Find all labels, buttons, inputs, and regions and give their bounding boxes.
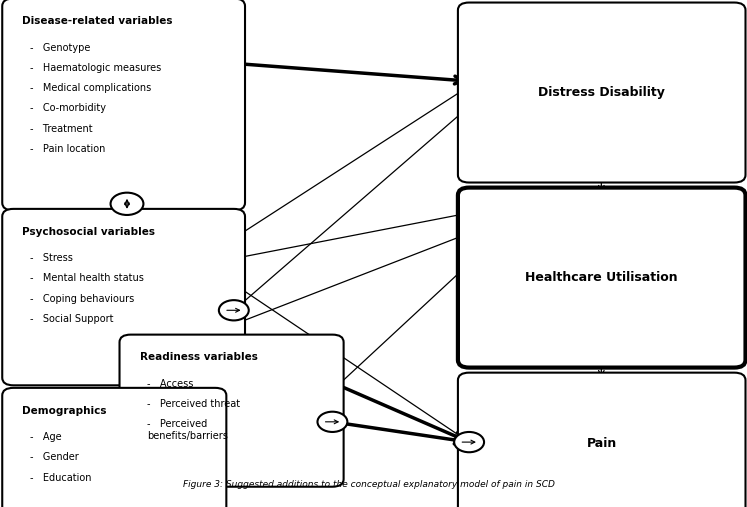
Circle shape <box>219 300 249 320</box>
Text: Disease-related variables: Disease-related variables <box>22 16 173 26</box>
Text: Readiness variables: Readiness variables <box>140 352 258 363</box>
Text: Healthcare Utilisation: Healthcare Utilisation <box>525 271 678 284</box>
Text: Distress Disability: Distress Disability <box>539 86 665 99</box>
Text: Figure 3: Suggested additions to the conceptual explanatory model of pain in SCD: Figure 3: Suggested additions to the con… <box>183 480 555 489</box>
Text: -   Pain location: - Pain location <box>30 144 105 154</box>
Text: Pain: Pain <box>586 437 617 450</box>
Circle shape <box>454 432 484 452</box>
Text: -   Age: - Age <box>30 432 61 442</box>
Text: -   Social Support: - Social Support <box>30 314 114 324</box>
Text: Psychosocial variables: Psychosocial variables <box>22 227 155 237</box>
FancyBboxPatch shape <box>458 373 746 507</box>
Text: Demographics: Demographics <box>22 406 107 416</box>
Text: -   Genotype: - Genotype <box>30 43 90 53</box>
Text: -   Coping behaviours: - Coping behaviours <box>30 294 134 304</box>
Text: -   Treatment: - Treatment <box>30 124 93 134</box>
Text: -   Access: - Access <box>147 379 193 389</box>
Text: -   Stress: - Stress <box>30 253 72 263</box>
FancyBboxPatch shape <box>120 335 344 487</box>
FancyBboxPatch shape <box>2 209 245 385</box>
Text: -   Perceived threat: - Perceived threat <box>147 399 241 409</box>
Text: -   Gender: - Gender <box>30 452 78 462</box>
Text: -   Mental health status: - Mental health status <box>30 273 143 283</box>
FancyBboxPatch shape <box>2 388 226 507</box>
Text: -   Medical complications: - Medical complications <box>30 83 151 93</box>
Text: -   Co-morbidity: - Co-morbidity <box>30 103 106 114</box>
FancyBboxPatch shape <box>458 188 746 368</box>
Text: -   Education: - Education <box>30 473 91 483</box>
Circle shape <box>111 193 143 215</box>
Text: -   Perceived
benefits/barriers: - Perceived benefits/barriers <box>147 419 228 441</box>
FancyBboxPatch shape <box>458 3 746 183</box>
Text: -   Haematologic measures: - Haematologic measures <box>30 63 161 73</box>
FancyBboxPatch shape <box>2 0 245 210</box>
Circle shape <box>317 412 347 432</box>
